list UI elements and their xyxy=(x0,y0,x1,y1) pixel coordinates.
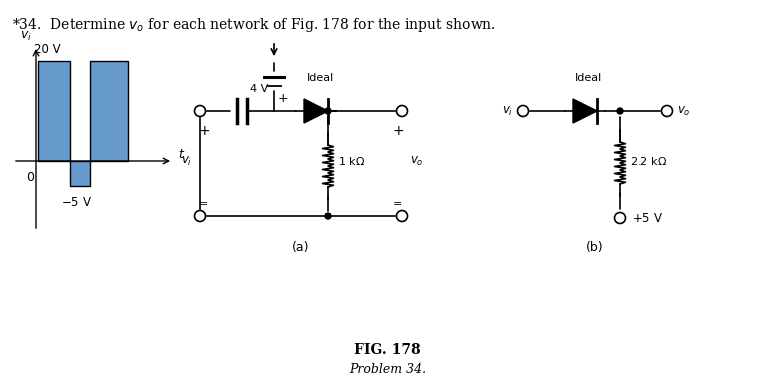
Text: Ideal: Ideal xyxy=(575,73,603,83)
Text: Problem 34.: Problem 34. xyxy=(349,363,426,376)
Circle shape xyxy=(518,106,529,117)
Text: FIG. 178: FIG. 178 xyxy=(354,343,421,357)
Text: $v_o$: $v_o$ xyxy=(410,154,424,168)
Text: +: + xyxy=(278,93,288,106)
Text: $v_o$: $v_o$ xyxy=(677,104,691,118)
Text: +: + xyxy=(198,124,210,138)
Circle shape xyxy=(195,106,205,117)
Circle shape xyxy=(397,106,408,117)
Text: +: + xyxy=(392,124,404,138)
Circle shape xyxy=(325,108,331,114)
Text: (a): (a) xyxy=(292,241,310,254)
Polygon shape xyxy=(573,99,597,123)
Text: =: = xyxy=(199,199,208,209)
Text: $-5$ V: $-5$ V xyxy=(60,196,91,209)
Polygon shape xyxy=(304,99,328,123)
Circle shape xyxy=(325,213,331,219)
Text: 4 V: 4 V xyxy=(250,84,268,94)
Circle shape xyxy=(617,108,623,114)
Text: $v_i$: $v_i$ xyxy=(501,104,513,118)
Text: 0: 0 xyxy=(26,171,34,184)
Text: $v_i$: $v_i$ xyxy=(20,30,32,43)
Bar xyxy=(90,61,128,161)
Text: 20 V: 20 V xyxy=(34,43,60,56)
Text: $v_i$: $v_i$ xyxy=(181,154,192,168)
Text: Ideal: Ideal xyxy=(306,73,333,83)
Circle shape xyxy=(397,210,408,221)
Circle shape xyxy=(195,210,205,221)
Bar xyxy=(38,61,70,161)
Text: =: = xyxy=(393,199,403,209)
Text: 2.2 k$\Omega$: 2.2 k$\Omega$ xyxy=(630,155,667,167)
Text: $t$: $t$ xyxy=(178,147,185,160)
Text: (b): (b) xyxy=(586,241,604,254)
Text: 1 k$\Omega$: 1 k$\Omega$ xyxy=(338,155,365,167)
Text: $+5$ V: $+5$ V xyxy=(632,211,663,224)
Circle shape xyxy=(662,106,673,117)
Bar xyxy=(70,161,90,186)
Text: *34.  Determine $v_o$ for each network of Fig. 178 for the input shown.: *34. Determine $v_o$ for each network of… xyxy=(12,16,496,34)
Circle shape xyxy=(615,213,625,224)
